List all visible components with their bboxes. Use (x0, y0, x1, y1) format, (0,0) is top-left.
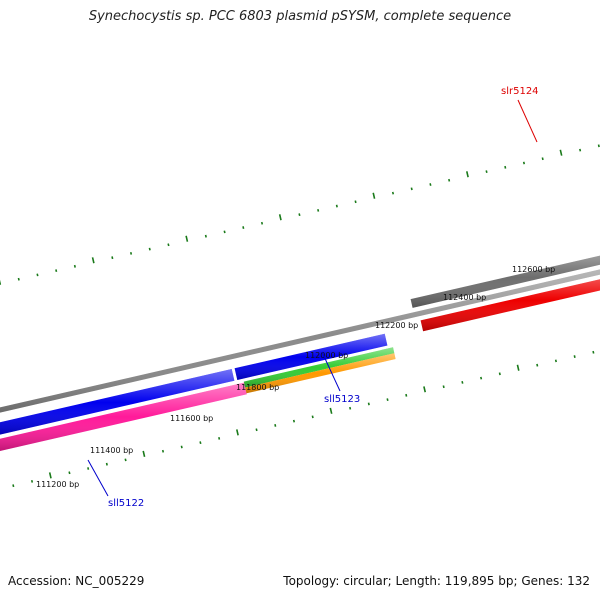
tick-mark (465, 171, 469, 178)
tick-mark (516, 364, 520, 371)
position-label: 111600 bp (170, 414, 213, 423)
tick-mark (559, 149, 563, 156)
gene-sll5122 (0, 382, 247, 452)
tick-mark (12, 484, 15, 488)
tick-mark (429, 183, 432, 186)
tick-mark (367, 402, 370, 406)
gene-blue-right (234, 333, 388, 380)
tick-mark (311, 415, 314, 419)
tick-mark (124, 458, 127, 462)
tick-mark (448, 178, 451, 182)
tick-mark (335, 204, 338, 208)
gene-leader-line (87, 459, 109, 497)
tick-mark (592, 350, 595, 354)
tick-mark (260, 221, 264, 225)
gene-labels: sll5122 sll5123 slr5124 (87, 86, 539, 509)
tick-mark (55, 269, 58, 273)
gene-slr5124-red (420, 279, 600, 332)
gene-label: sll5122 (108, 498, 144, 509)
gene-sll5123-green (243, 347, 395, 388)
gene-features (0, 255, 600, 452)
position-label: 112400 bp (443, 293, 486, 302)
tick-mark (87, 467, 90, 470)
tick-mark (386, 398, 389, 402)
tick-mark (223, 230, 226, 234)
tick-mark (298, 213, 301, 217)
tick-mark (235, 429, 239, 436)
tick-mark (461, 381, 464, 384)
tick-mark (480, 376, 483, 380)
accession-label: Accession: NC_005229 (8, 574, 145, 588)
tick-mark (255, 428, 258, 432)
tick-mark (536, 363, 539, 367)
gene-sll5123-orange (245, 353, 396, 394)
tick-mark (522, 161, 526, 165)
tick-mark (278, 214, 282, 221)
tick-mark (242, 226, 245, 229)
inner-tick-marks (12, 350, 595, 488)
tick-mark (73, 264, 76, 268)
tick-mark (405, 393, 408, 397)
tick-mark (48, 472, 52, 479)
position-label: 112200 bp (375, 321, 418, 330)
gene-label: sll5123 (324, 394, 360, 405)
tick-mark (292, 419, 296, 423)
tick-mark (391, 191, 395, 195)
tick-mark (36, 273, 39, 277)
tick-mark (105, 462, 108, 466)
gene-slr5124-gray (410, 255, 600, 308)
position-label: 112600 bp (512, 265, 555, 274)
position-labels: 111200 bp 111400 bp 111600 bp 111800 bp 1120… (36, 265, 555, 489)
tick-mark (274, 424, 277, 427)
position-label: 111200 bp (36, 480, 79, 489)
tick-mark (142, 450, 146, 457)
tick-mark (148, 247, 151, 251)
gene-leader-line (517, 99, 538, 143)
tick-mark (167, 243, 170, 247)
tick-mark (161, 449, 165, 453)
tick-mark (30, 479, 34, 483)
gene-blue-left (0, 369, 235, 435)
position-label: 112000 bp (305, 351, 348, 360)
backbone-strand (0, 269, 600, 413)
tick-mark (442, 385, 445, 389)
tick-mark (204, 234, 207, 238)
tick-mark (91, 257, 95, 264)
tick-mark (218, 436, 221, 440)
tick-mark (579, 148, 582, 152)
tick-mark (129, 251, 133, 255)
position-label: 111800 bp (236, 383, 279, 392)
gene-label: slr5124 (501, 86, 539, 97)
tick-mark (180, 445, 183, 449)
tick-mark (185, 235, 189, 242)
tick-mark (541, 157, 544, 161)
tick-mark (17, 277, 20, 281)
tick-mark (554, 359, 557, 363)
tick-mark (329, 407, 333, 414)
tick-mark (504, 165, 507, 169)
tick-mark (317, 208, 320, 212)
tick-mark (498, 372, 501, 376)
tick-mark (410, 187, 413, 191)
topology-summary: Topology: circular; Length: 119,895 bp; … (283, 574, 590, 588)
tick-mark (68, 471, 71, 475)
tick-mark (573, 355, 576, 358)
tick-mark (111, 256, 114, 260)
tick-mark (349, 406, 352, 410)
tick-mark (423, 386, 427, 393)
gene-leader-line (321, 351, 341, 392)
tick-mark (199, 441, 202, 445)
tick-mark (597, 144, 600, 148)
position-label: 111400 bp (90, 446, 133, 455)
tick-mark (372, 192, 376, 199)
tick-mark (354, 200, 357, 204)
outer-tick-marks (0, 144, 600, 285)
tick-mark (485, 170, 488, 174)
map-title: Synechocystis sp. PCC 6803 plasmid pSYSM… (88, 9, 512, 24)
